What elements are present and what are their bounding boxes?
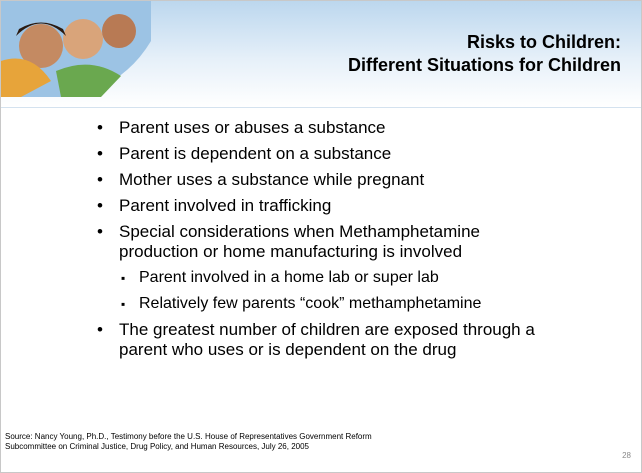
face xyxy=(63,19,103,59)
source-line: Subcommittee on Criminal Justice, Drug P… xyxy=(5,442,309,451)
header: Risks to Children: Different Situations f… xyxy=(1,1,641,108)
page-number: 28 xyxy=(622,451,631,460)
source-note: Source: Nancy Young, Ph.D., Testimony be… xyxy=(5,432,372,452)
bullet-text: Mother uses a substance while pregnant xyxy=(119,170,425,189)
bullet-list: Parent uses or abuses a substance Parent … xyxy=(97,118,627,366)
bullet-text: Parent uses or abuses a substance xyxy=(119,118,386,137)
title-line: Risks to Children: xyxy=(466,32,621,52)
bullet-text: Special considerations when Methamphetam… xyxy=(119,222,480,241)
sub-bullet: Relatively few parents “cook” methamphet… xyxy=(97,294,627,314)
bullet: Parent uses or abuses a substance xyxy=(97,118,627,138)
bullet: Parent is dependent on a substance xyxy=(97,144,627,164)
bullet: The greatest number of children are expo… xyxy=(97,320,627,360)
puzzle-piece xyxy=(56,64,121,97)
slide-title: Risks to Children: Different Situations f… xyxy=(348,31,621,77)
face xyxy=(102,14,136,48)
sub-bullet-text: Parent involved in a home lab or super l… xyxy=(139,269,439,286)
bullet: Special considerations when Methamphetam… xyxy=(97,222,627,262)
bullet-text: Parent is dependent on a substance xyxy=(119,144,392,163)
bullet-text: parent who uses or is dependent on the d… xyxy=(119,340,457,359)
photo-collage xyxy=(1,1,151,97)
title-line: Different Situations for Children xyxy=(347,55,621,75)
source-line: Source: Nancy Young, Ph.D., Testimony be… xyxy=(5,432,372,441)
bullet-text: production or home manufacturing is invo… xyxy=(119,242,463,261)
sub-bullet-text: Relatively few parents “cook” methamphet… xyxy=(139,295,482,312)
bullet: Mother uses a substance while pregnant xyxy=(97,170,627,190)
bullet-text: The greatest number of children are expo… xyxy=(119,320,535,339)
hair xyxy=(16,22,66,36)
bullet-text: Parent involved in trafficking xyxy=(119,196,332,215)
face xyxy=(19,24,63,68)
puzzle-piece xyxy=(1,58,51,97)
bullet: Parent involved in trafficking xyxy=(97,196,627,216)
sub-bullet: Parent involved in a home lab or super l… xyxy=(97,268,627,288)
